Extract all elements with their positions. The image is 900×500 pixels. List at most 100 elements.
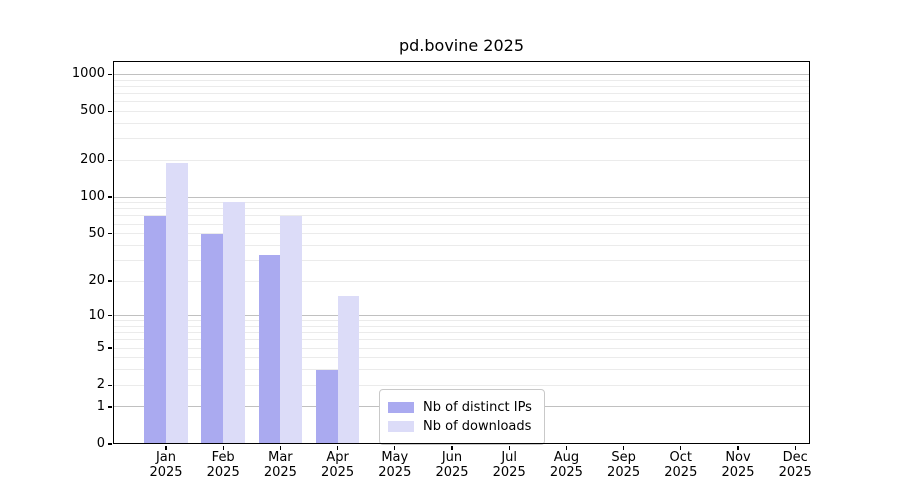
x-tick-label-oct: Oct 2025 [649,450,713,480]
x-tick-label-jun: Jun 2025 [420,450,484,480]
y-tick-label: 200 [80,152,105,168]
gridline-minor [113,357,810,359]
x-tick-label-sep: Sep 2025 [592,450,656,480]
legend-swatch-downloads-icon [388,421,414,432]
gridline-minor [113,325,810,327]
x-tick-year: 2025 [492,464,526,480]
x-tick-mark [451,445,453,450]
bar-downloads-apr [337,295,360,444]
y-tick-label: 20 [88,273,105,289]
x-tick-year: 2025 [378,464,412,480]
x-tick-label-dec: Dec 2025 [763,450,827,480]
y-tick-label: 100 [80,189,105,205]
gridline-minor [113,202,810,204]
gridline-minor [113,101,810,103]
y-tick-mark [108,347,112,349]
x-tick-mark [622,445,625,450]
y-tick-label: 5 [96,340,105,356]
gridline-minor [113,85,810,87]
plot-area: Nb of distinct IPs Nb of downloads [113,61,810,445]
gridline-minor [113,320,810,322]
bar-distinct-ips-jan [144,215,166,444]
legend: Nb of distinct IPs Nb of downloads [379,389,545,445]
y-tick-mark [108,73,112,76]
x-tick-mark [794,445,796,450]
x-tick-label-may: May 2025 [363,450,427,480]
gridline-minor [113,138,810,140]
gridline-major [113,196,810,198]
x-tick-mark [336,445,339,450]
x-tick-year: 2025 [721,464,755,480]
y-tick-label: 0 [96,436,105,451]
x-tick-label-jan: Jan 2025 [134,450,198,480]
x-tick-mark [394,445,396,450]
gridline-minor [113,223,810,225]
x-tick-label-mar: Mar 2025 [248,450,312,480]
y-tick-mark [108,315,112,317]
gridline-major [113,73,810,75]
gridline-minor [113,384,810,386]
legend-item-downloads: Nb of downloads [388,418,534,435]
y-tick-mark [108,280,112,282]
y-tick-label: 10 [88,307,105,323]
x-tick-year: 2025 [549,464,583,480]
x-tick-label-feb: Feb 2025 [191,450,255,480]
x-tick-label-jul: Jul 2025 [477,450,541,480]
legend-swatch-distinct-ips-icon [388,402,414,413]
y-tick-mark [108,159,112,161]
x-tick-mark [165,445,167,450]
y-tick-mark [108,384,112,386]
x-tick-year: 2025 [206,464,240,480]
gridline-minor [113,259,810,261]
gridline-minor [113,339,810,341]
x-tick-label-apr: Apr 2025 [306,450,370,480]
y-tick-mark [108,232,112,235]
x-tick-label-nov: Nov 2025 [706,450,770,480]
bar-distinct-ips-feb [201,233,224,444]
gridline-minor [113,347,810,349]
gridline-minor [113,110,810,112]
gridline-minor [113,280,810,282]
y-tick-label: 50 [88,225,105,241]
chart-title: pd.bovine 2025 [398,36,525,55]
gridline-minor [113,233,810,235]
bar-downloads-feb [223,201,245,444]
gridline-minor [113,332,810,334]
x-tick-year: 2025 [778,464,812,480]
y-tick-mark [108,196,112,198]
bar-distinct-ips-mar [258,255,281,444]
y-tick-label: 1000 [71,66,105,82]
gridline-minor [113,159,810,161]
legend-label-downloads: Nb of downloads [423,419,532,434]
gridline-minor [113,244,810,246]
gridline-minor [113,369,810,371]
y-tick-mark [108,443,112,445]
bar-downloads-mar [280,215,303,444]
y-tick-label: 1 [96,398,105,414]
gridline-minor [113,79,810,81]
x-tick-year: 2025 [607,464,641,480]
x-tick-mark [737,445,739,450]
gridline-minor [113,92,810,94]
legend-item-distinct-ips: Nb of distinct IPs [388,399,534,416]
gridline-minor [113,208,810,210]
x-tick-mark [565,445,568,450]
legend-label-distinct-ips: Nb of distinct IPs [423,400,532,415]
x-tick-year: 2025 [435,464,469,480]
bar-downloads-jan [166,163,188,444]
y-tick-mark [108,406,112,408]
bar-distinct-ips-apr [315,369,338,444]
x-tick-label-aug: Aug 2025 [534,450,598,480]
gridline-minor [113,122,810,124]
x-tick-mark [680,445,682,450]
y-tick-label: 500 [80,103,105,119]
x-tick-year: 2025 [664,464,698,480]
x-tick-year: 2025 [263,464,297,480]
y-tick-label: 2 [96,377,105,393]
gridline-major [113,315,810,317]
x-tick-mark [508,445,510,450]
x-tick-mark [222,445,224,450]
x-tick-year: 2025 [321,464,355,480]
gridline-minor [113,215,810,217]
